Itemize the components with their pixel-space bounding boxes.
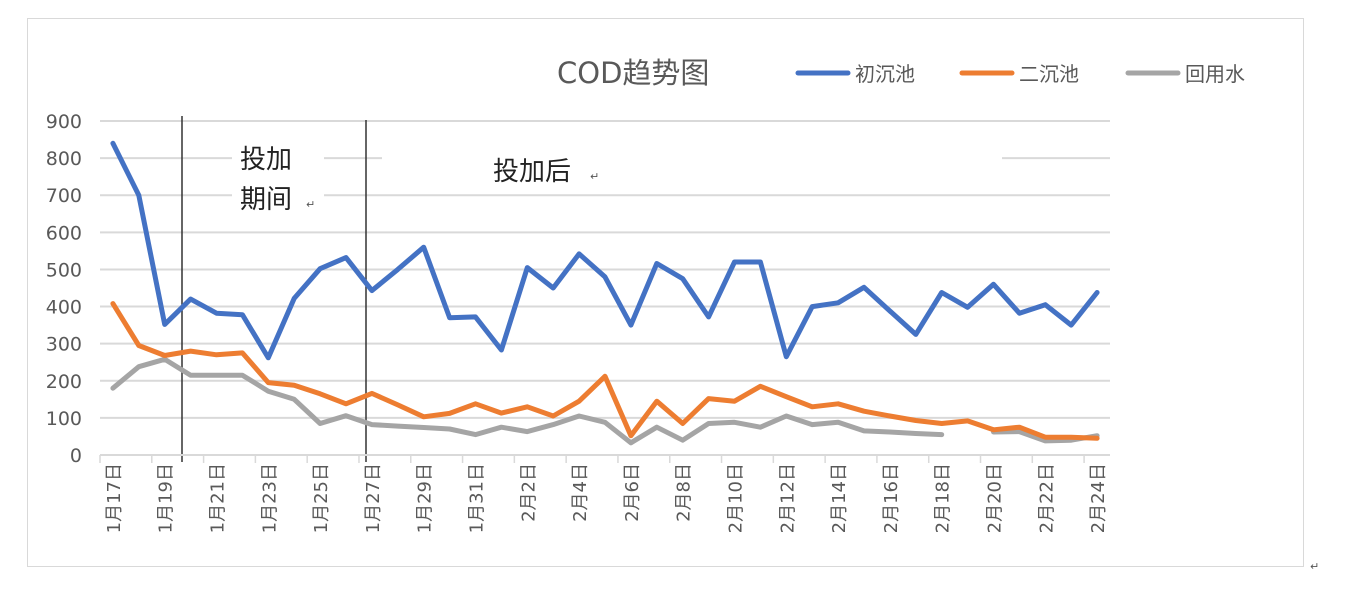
return-mark: ↵ [1310, 560, 1319, 573]
y-tick-label: 600 [46, 222, 82, 244]
y-tick-label: 500 [46, 259, 82, 281]
y-tick-label: 100 [46, 408, 82, 430]
x-tick-label: 2月4日 [570, 463, 591, 522]
x-tick-label: 1月19日 [156, 463, 177, 533]
y-tick-label: 400 [46, 297, 82, 319]
y-tick-label: 800 [46, 148, 82, 170]
y-tick-label: 0 [70, 445, 82, 467]
x-tick-label: 2月2日 [518, 463, 539, 522]
x-tick-label: 2月14日 [829, 463, 850, 533]
legend-label: 初沉池 [855, 62, 915, 86]
x-tick-label: 1月21日 [208, 463, 229, 533]
legend-label: 回用水 [1185, 62, 1245, 86]
x-tick-label: 1月25日 [311, 463, 332, 533]
x-tick-label: 1月31日 [467, 463, 488, 533]
y-tick-label: 300 [46, 334, 82, 356]
x-tick-label: 2月22日 [1036, 463, 1057, 533]
x-tick-label: 2月12日 [777, 463, 798, 533]
annotation-dosing-period-line2: 期间 [240, 185, 292, 215]
x-tick-label: 2月18日 [933, 463, 954, 533]
y-tick-label: 900 [46, 111, 82, 133]
x-tick-label: 1月23日 [259, 463, 280, 533]
legend: 初沉池 二沉池 回用水 [795, 62, 1245, 86]
annotation-box-after-dosing [382, 140, 1002, 190]
x-tick-label: 2月8日 [674, 463, 695, 522]
legend-label: 二沉池 [1019, 62, 1079, 86]
chart-frame [27, 18, 1304, 567]
x-tick-label: 2月10日 [725, 463, 746, 533]
x-tick-label: 1月17日 [104, 463, 125, 533]
x-tick-label: 2月6日 [622, 463, 643, 522]
annotation-dosing-period-line1: 投加 [240, 145, 292, 175]
x-tick-label: 2月24日 [1088, 463, 1109, 533]
y-tick-label: 200 [46, 371, 82, 393]
x-tick-label: 2月20日 [984, 463, 1005, 533]
x-tick-label: 2月16日 [881, 463, 902, 533]
return-mark: ↵ [306, 198, 315, 211]
chart-title: COD趋势图 [557, 56, 709, 90]
annotation-box-dosing-period [232, 138, 324, 218]
return-mark: ↵ [590, 170, 599, 183]
x-tick-label: 1月27日 [363, 463, 384, 533]
annotation-after-dosing: 投加后 [493, 157, 571, 187]
x-tick-label: 1月29日 [415, 463, 436, 533]
y-tick-label: 700 [46, 185, 82, 207]
